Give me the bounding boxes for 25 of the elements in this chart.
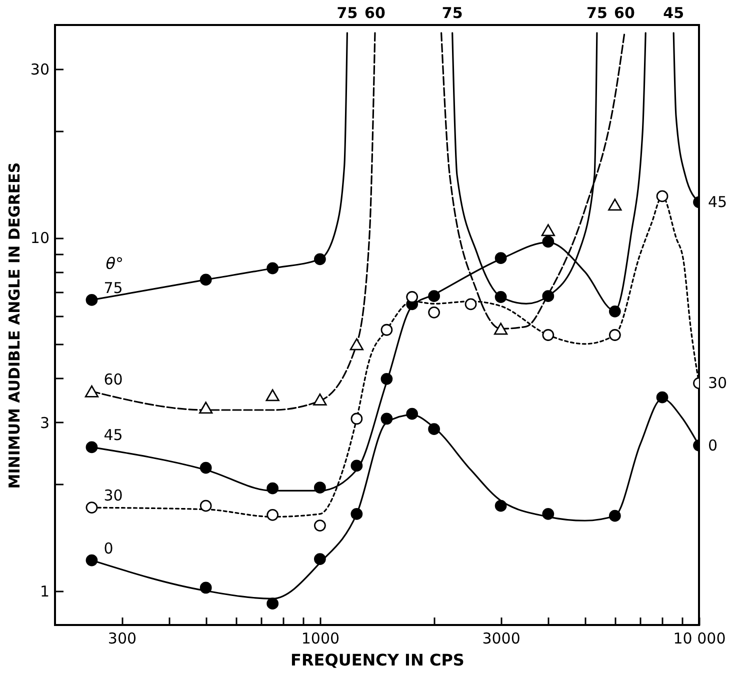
text: 0	[104, 539, 114, 558]
text: 30	[104, 486, 123, 505]
y-tick-label: 30	[30, 60, 50, 79]
x-axis-title: FREQUENCY IN CPS	[290, 650, 464, 670]
series-label: 75	[104, 278, 123, 297]
series-label: 30	[708, 374, 728, 392]
x-tick-label: 300	[108, 630, 137, 648]
y-tick-label: 10	[30, 229, 50, 248]
annotation: 75	[586, 4, 608, 22]
series-label: 45	[708, 193, 728, 212]
annotation: 75	[336, 4, 358, 22]
series-label: 0	[708, 436, 718, 454]
text: 45	[104, 426, 123, 444]
x-tick-label: 3000	[482, 630, 520, 648]
annotation: θ°	[106, 254, 124, 273]
y-tick-label: 1	[40, 582, 50, 600]
annotation: 45	[663, 4, 684, 22]
annotation: 75	[442, 4, 463, 22]
annotation: 60	[364, 4, 386, 22]
y-axis-title: MINIMUM AUDIBLE ANGLE IN DEGREES	[5, 162, 24, 489]
annotation: 60	[614, 4, 635, 22]
y-tick-label: 3	[40, 414, 50, 432]
x-tick-label: 1000	[301, 630, 340, 648]
x-tick-label: 10 000	[673, 630, 726, 648]
series-label: 60	[104, 370, 123, 388]
